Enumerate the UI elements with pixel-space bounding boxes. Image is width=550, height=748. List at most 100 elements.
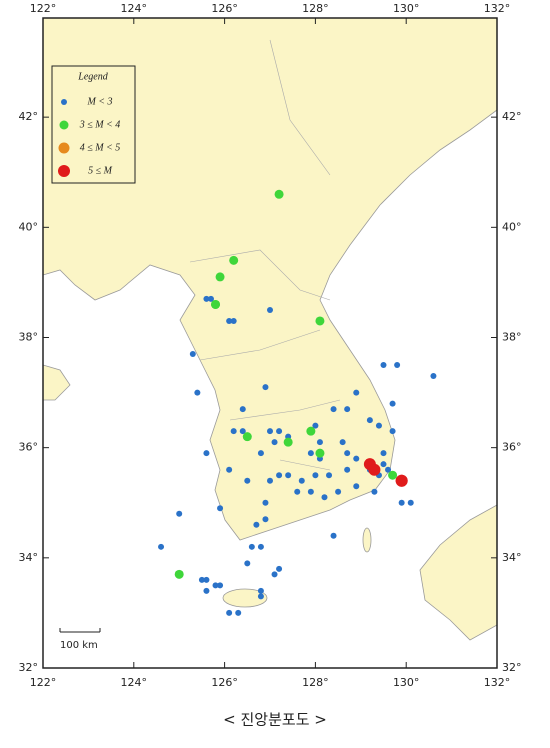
epicenter xyxy=(217,505,224,512)
epicenter xyxy=(226,466,233,473)
epicenter xyxy=(194,389,201,396)
x-tick-label: 124° xyxy=(121,676,148,689)
epicenter xyxy=(388,470,398,480)
x-tick-label: 124° xyxy=(121,2,148,15)
y-tick-label: 36° xyxy=(502,441,522,454)
scale-bar-label: 100 km xyxy=(60,640,98,651)
epicenter xyxy=(262,516,269,523)
epicenter xyxy=(316,439,323,446)
epicenter xyxy=(257,587,264,594)
epicenter xyxy=(368,463,381,476)
epicenter xyxy=(330,532,337,539)
epicenter xyxy=(353,483,360,490)
epicenter xyxy=(198,576,205,583)
epicenter xyxy=(271,439,278,446)
legend-label: M < 3 xyxy=(86,96,112,107)
epicenter xyxy=(344,450,351,457)
epicenter xyxy=(229,255,239,265)
legend-label: 5 ≤ M xyxy=(88,165,112,176)
x-tick-label: 128° xyxy=(302,676,329,689)
epicenter xyxy=(244,560,251,567)
epicenter xyxy=(248,543,255,550)
epicenter xyxy=(271,571,278,578)
epicenter xyxy=(267,306,273,313)
japan xyxy=(419,504,498,641)
y-tick-label: 38° xyxy=(502,330,522,343)
epicenter xyxy=(315,316,325,326)
epicenter xyxy=(283,437,293,447)
x-tick-label: 126° xyxy=(211,2,238,15)
epicenter xyxy=(389,428,396,435)
epicenter xyxy=(203,587,210,594)
y-tick-label: 40° xyxy=(502,220,522,233)
legend-marker xyxy=(61,99,67,105)
epicenter xyxy=(257,450,264,457)
epicenter xyxy=(306,426,316,436)
epicenter xyxy=(203,295,210,302)
epicenter xyxy=(230,428,237,435)
epicenter xyxy=(430,373,437,380)
epicenter xyxy=(257,543,264,550)
legend-marker xyxy=(58,165,70,177)
epicenter xyxy=(189,351,196,358)
epicenter xyxy=(262,384,269,391)
epicenter xyxy=(389,400,396,407)
epicenter xyxy=(395,474,408,487)
epicenter xyxy=(353,389,360,396)
epicenter xyxy=(211,299,221,309)
epicenter xyxy=(380,362,387,369)
y-tick-label: 38° xyxy=(19,330,39,343)
x-tick-label: 122° xyxy=(30,2,57,15)
epicenter xyxy=(307,488,314,495)
epicenter xyxy=(158,543,165,550)
epicenter xyxy=(371,488,378,495)
jeju xyxy=(222,588,268,608)
epicenter xyxy=(394,362,401,369)
epicenter xyxy=(315,448,325,458)
epicenter xyxy=(267,428,273,435)
legend-label: 3 ≤ M < 4 xyxy=(79,119,121,130)
epicenter xyxy=(344,466,351,473)
epicenter xyxy=(176,510,183,517)
epicenter xyxy=(226,609,233,616)
epicenter xyxy=(298,477,305,484)
epicenter xyxy=(312,472,319,479)
caption: < 진앙분포도 > xyxy=(223,711,327,729)
epicenter xyxy=(312,422,319,429)
epicenter xyxy=(207,295,214,302)
y-tick-label: 40° xyxy=(19,220,39,233)
province-borders xyxy=(189,39,341,471)
epicenter xyxy=(276,565,283,572)
epicenter xyxy=(274,189,284,199)
land xyxy=(42,17,498,641)
epicenter xyxy=(321,494,328,501)
x-tick-label: 126° xyxy=(211,676,238,689)
epicenter xyxy=(253,521,260,528)
y-tick-label: 34° xyxy=(502,551,522,564)
epicenter xyxy=(294,488,301,495)
x-tick-label: 122° xyxy=(30,676,57,689)
legend-marker xyxy=(59,120,69,130)
x-tick-label: 130° xyxy=(393,676,420,689)
x-tick-label: 130° xyxy=(393,2,420,15)
mainland xyxy=(42,17,498,541)
x-tick-label: 128° xyxy=(302,2,329,15)
x-tick-label: 132° xyxy=(484,676,511,689)
epicenter xyxy=(407,499,414,506)
epicenter xyxy=(330,406,337,413)
y-tick-label: 34° xyxy=(19,551,39,564)
epicenter xyxy=(212,582,219,589)
epicenter xyxy=(174,569,184,579)
epicenter xyxy=(239,428,246,435)
tsushima xyxy=(362,527,372,553)
legend-title: Legend xyxy=(77,71,108,82)
epicenter xyxy=(217,582,224,589)
epicenter xyxy=(276,472,283,479)
epicenter xyxy=(353,455,360,462)
y-tick-label: 36° xyxy=(19,441,39,454)
epicenter xyxy=(380,461,387,468)
epicenter xyxy=(366,417,373,424)
epicenter xyxy=(276,428,283,435)
epicenter xyxy=(226,317,233,324)
epicenter xyxy=(244,477,251,484)
